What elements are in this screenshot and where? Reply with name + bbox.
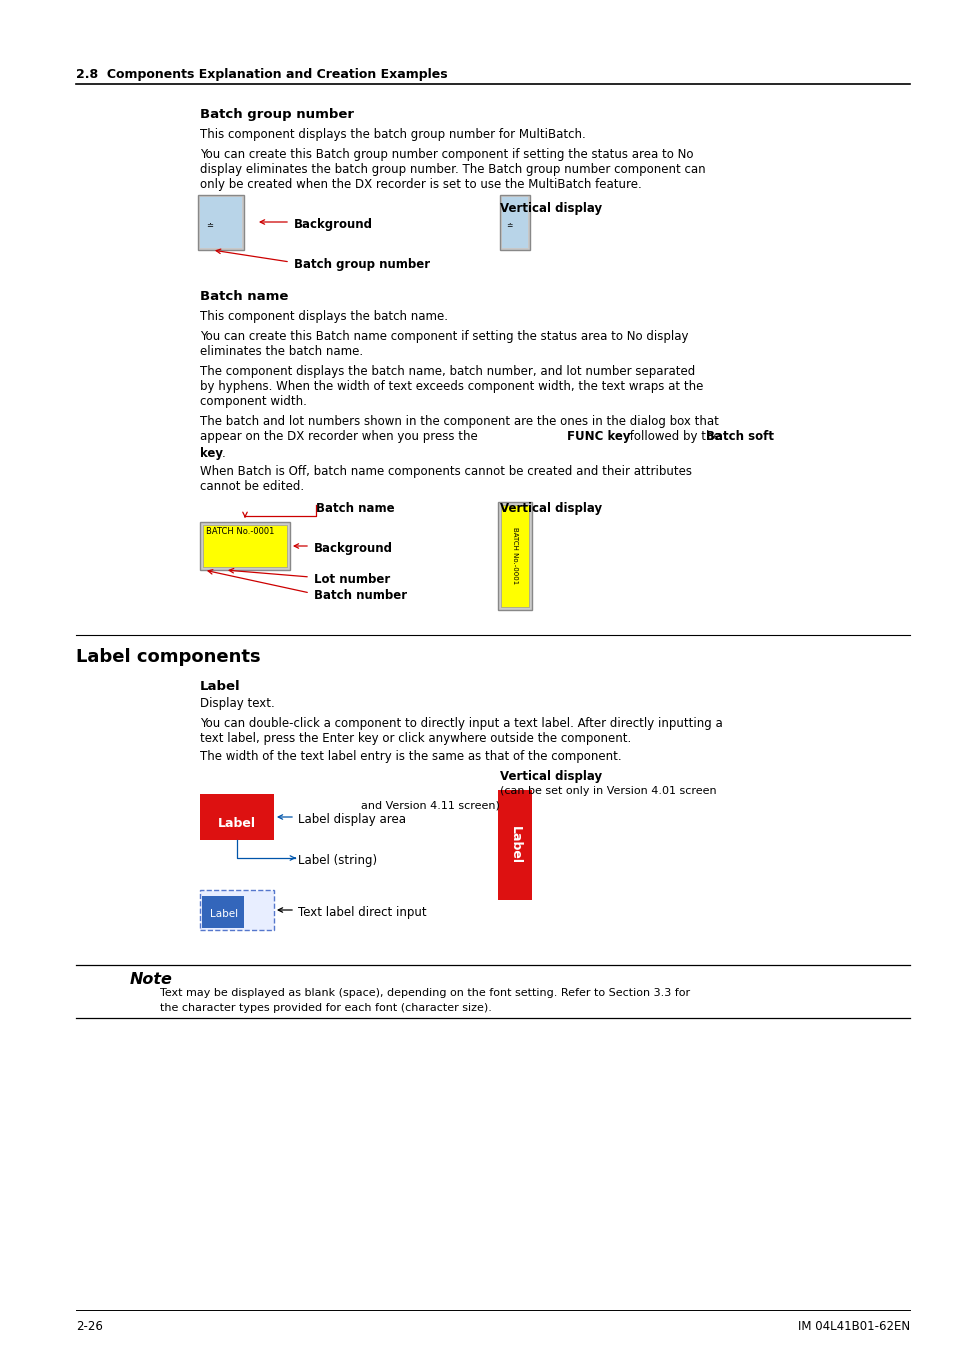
Text: appear on the DX recorder when you press the: appear on the DX recorder when you press…: [200, 431, 481, 443]
Text: You can create this Batch name component if setting the status area to No displa: You can create this Batch name component…: [200, 329, 688, 343]
Text: This component displays the batch group number for MultiBatch.: This component displays the batch group …: [200, 128, 585, 140]
Text: Label: Label: [508, 826, 521, 864]
Text: ≐: ≐: [206, 220, 213, 230]
Text: 2.8  Components Explanation and Creation Examples: 2.8 Components Explanation and Creation …: [76, 68, 447, 81]
Text: Vertical display: Vertical display: [499, 502, 601, 514]
Text: Batch soft: Batch soft: [705, 431, 773, 443]
Text: The component displays the batch name, batch number, and lot number separated: The component displays the batch name, b…: [200, 364, 695, 378]
Bar: [500, 505, 529, 608]
Text: Background: Background: [314, 541, 393, 555]
Text: Note: Note: [130, 972, 172, 987]
Text: Vertical display: Vertical display: [499, 202, 601, 215]
Text: Text label direct input: Text label direct input: [297, 906, 426, 919]
Text: You can double-click a component to directly input a text label. After directly : You can double-click a component to dire…: [200, 717, 722, 730]
Text: Label: Label: [218, 817, 255, 830]
Bar: [499, 194, 530, 250]
Text: Batch name: Batch name: [200, 290, 288, 302]
Text: IM 04L41B01-62EN: IM 04L41B01-62EN: [797, 1320, 909, 1332]
Bar: [501, 197, 527, 248]
Text: The width of the text label entry is the same as that of the component.: The width of the text label entry is the…: [200, 751, 621, 763]
Text: component width.: component width.: [200, 396, 307, 408]
Text: Label: Label: [210, 909, 238, 919]
Text: Label (string): Label (string): [297, 855, 376, 867]
Text: cannot be edited.: cannot be edited.: [200, 481, 304, 493]
Text: .: .: [222, 447, 226, 460]
Text: This component displays the batch name.: This component displays the batch name.: [200, 310, 448, 323]
Bar: [200, 794, 274, 840]
Text: Label display area: Label display area: [297, 813, 406, 826]
Text: (can be set only in Version 4.01 screen: (can be set only in Version 4.01 screen: [499, 786, 716, 796]
Text: only be created when the DX recorder is set to use the MultiBatch feature.: only be created when the DX recorder is …: [200, 178, 641, 190]
Text: Batch group number: Batch group number: [294, 258, 430, 271]
Text: Background: Background: [294, 217, 373, 231]
Text: You can create this Batch group number component if setting the status area to N: You can create this Batch group number c…: [200, 148, 693, 161]
Text: Batch group number: Batch group number: [200, 108, 354, 122]
Text: followed by the: followed by the: [625, 431, 723, 443]
Bar: [200, 197, 242, 248]
Text: by hyphens. When the width of text exceeds component width, the text wraps at th: by hyphens. When the width of text excee…: [200, 379, 702, 393]
Text: The batch and lot numbers shown in the component are the ones in the dialog box : The batch and lot numbers shown in the c…: [200, 414, 719, 428]
Text: display eliminates the batch group number. The Batch group number component can: display eliminates the batch group numbe…: [200, 163, 705, 176]
Text: When Batch is Off, batch name components cannot be created and their attributes: When Batch is Off, batch name components…: [200, 464, 691, 478]
Bar: [497, 790, 532, 900]
Text: ≐: ≐: [505, 220, 512, 230]
Text: Lot number: Lot number: [314, 572, 390, 586]
Bar: [497, 502, 532, 610]
Text: BATCH No.-0001: BATCH No.-0001: [206, 526, 274, 536]
Text: Batch number: Batch number: [314, 589, 407, 602]
Text: 2-26: 2-26: [76, 1320, 103, 1332]
Text: Vertical display: Vertical display: [499, 769, 601, 783]
Text: FUNC key: FUNC key: [566, 431, 630, 443]
Text: and Version 4.11 screen): and Version 4.11 screen): [361, 801, 499, 810]
Text: BATCH No.-0001: BATCH No.-0001: [512, 528, 517, 585]
Bar: [200, 522, 290, 570]
Bar: [202, 896, 244, 927]
Text: Label components: Label components: [76, 648, 260, 666]
Text: text label, press the Enter key or click anywhere outside the component.: text label, press the Enter key or click…: [200, 732, 631, 745]
Text: Text may be displayed as blank (space), depending on the font setting. Refer to : Text may be displayed as blank (space), …: [160, 988, 689, 998]
Text: Label: Label: [200, 680, 240, 693]
Bar: [198, 194, 244, 250]
Text: the character types provided for each font (character size).: the character types provided for each fo…: [160, 1003, 492, 1012]
Text: Display text.: Display text.: [200, 697, 274, 710]
Text: Batch name: Batch name: [315, 502, 395, 514]
Text: eliminates the batch name.: eliminates the batch name.: [200, 346, 363, 358]
Bar: [203, 525, 287, 567]
Bar: [200, 890, 274, 930]
Text: key: key: [200, 447, 223, 460]
